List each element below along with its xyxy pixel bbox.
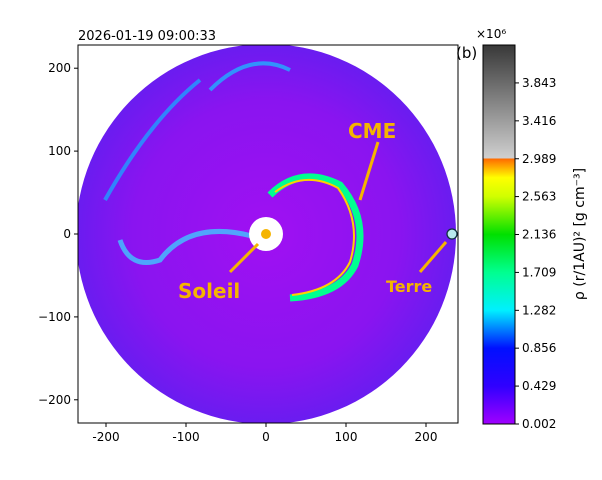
colorbar-tick-label: 1.709 bbox=[522, 265, 556, 279]
colorbar-tick-label: 2.136 bbox=[522, 228, 556, 242]
x-tick-label: 200 bbox=[415, 430, 438, 444]
earth bbox=[446, 228, 458, 240]
y-tick-label: 100 bbox=[48, 144, 71, 158]
x-tick-label: -200 bbox=[92, 430, 119, 444]
colorbar-tick-label: 3.843 bbox=[522, 76, 556, 90]
colorbar-tick-label: 2.563 bbox=[522, 190, 556, 204]
colorbar-tick-label: 3.416 bbox=[522, 114, 556, 128]
panel-label: (b) bbox=[456, 44, 477, 62]
y-tick-label: 200 bbox=[48, 61, 71, 75]
annotation-cme: CME bbox=[348, 119, 396, 143]
y-axis: 200 100 0 −100 −200 bbox=[38, 61, 78, 407]
streamer-left bbox=[103, 78, 202, 201]
colorbar-tick-label: 0.429 bbox=[522, 379, 556, 393]
x-tick-label: 0 bbox=[262, 430, 270, 444]
chart-title: 2026-01-19 09:00:33 bbox=[78, 29, 216, 44]
streamer-spiral bbox=[117, 228, 253, 265]
colorbar-tick-label: 2.989 bbox=[522, 152, 556, 166]
colorbar-tick-label: 1.282 bbox=[522, 303, 556, 317]
colorbar-ticks: 0.002 0.429 0.856 1.282 1.709 2.136 2.563 2.989… bbox=[515, 76, 556, 431]
annotation-soleil: Soleil bbox=[178, 279, 240, 303]
plot-area bbox=[78, 45, 458, 423]
cme-arrow bbox=[358, 141, 380, 201]
colorbar bbox=[482, 44, 516, 425]
colorbar-tick-label: 0.002 bbox=[522, 417, 556, 431]
cme-core bbox=[274, 178, 355, 296]
colorbar-multiplier: ×10⁶ bbox=[476, 27, 506, 41]
y-tick-label: −200 bbox=[38, 393, 71, 407]
streamer-top bbox=[208, 61, 291, 92]
colorbar-tick-label: 0.856 bbox=[522, 341, 556, 355]
annotation-terre: Terre bbox=[386, 277, 432, 296]
x-axis: -200 -100 0 100 200 bbox=[92, 423, 437, 444]
sun-marker bbox=[261, 229, 271, 239]
cme-front bbox=[267, 173, 364, 302]
x-tick-label: -100 bbox=[172, 430, 199, 444]
x-tick-label: 100 bbox=[335, 430, 358, 444]
soleil-arrow bbox=[228, 242, 260, 274]
y-tick-label: −100 bbox=[38, 310, 71, 324]
colorbar-label: ρ (r/1AU)² [g cm⁻³] bbox=[572, 168, 588, 300]
terre-arrow bbox=[418, 241, 448, 273]
y-tick-label: 0 bbox=[63, 227, 71, 241]
